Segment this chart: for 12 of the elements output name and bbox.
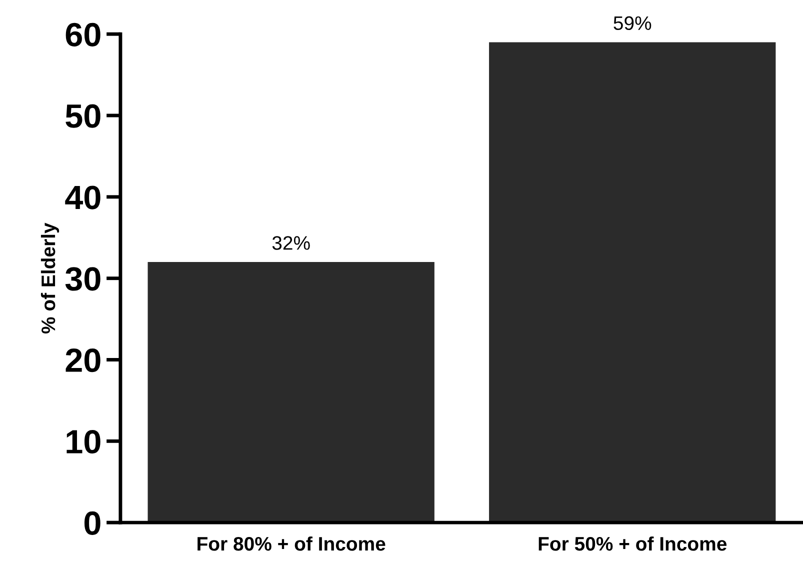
x-tick-label: For 50% + of Income bbox=[538, 536, 727, 551]
y-axis-title: % of Elderly bbox=[40, 222, 60, 334]
y-tick-label: 0 bbox=[84, 511, 100, 535]
x-tick-label: For 80% + of Income bbox=[198, 536, 386, 551]
y-tick-label: 30 bbox=[65, 267, 100, 291]
data-label: 59% bbox=[614, 16, 652, 30]
y-tick-label: 50 bbox=[66, 104, 100, 128]
data-label: 32% bbox=[272, 236, 310, 250]
y-tick-label: 60 bbox=[66, 22, 100, 46]
y-tick-label: 40 bbox=[65, 186, 100, 210]
y-tick-label: 10 bbox=[66, 430, 100, 454]
y-tick-label: 20 bbox=[66, 348, 100, 372]
